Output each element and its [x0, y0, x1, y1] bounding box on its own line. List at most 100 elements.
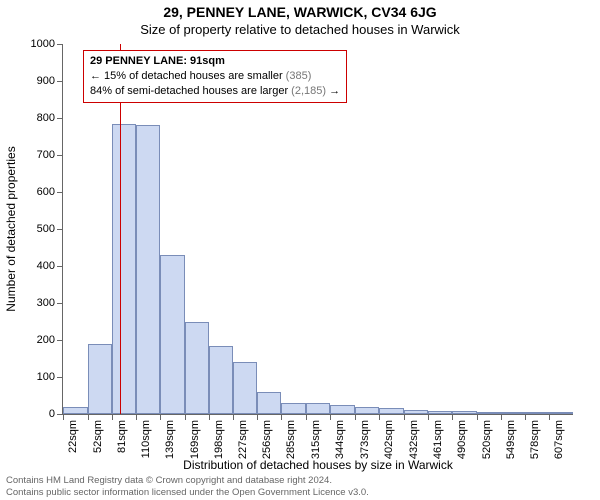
callout-line3: 84% of semi-detached houses are larger (…	[90, 84, 340, 99]
callout-line2-text: ← 15% of detached houses are smaller	[90, 70, 286, 82]
x-tick-label: 607sqm	[553, 420, 565, 459]
callout-line2-count: (385)	[286, 70, 312, 82]
y-tick-label: 900	[37, 75, 55, 87]
histogram-bar	[525, 412, 549, 414]
histogram-bar	[404, 410, 428, 414]
x-tick-label: 549sqm	[505, 420, 517, 459]
y-tick-label: 0	[49, 408, 55, 420]
chart-title: Size of property relative to detached ho…	[0, 20, 600, 37]
x-tick-label: 402sqm	[383, 420, 395, 459]
x-tick-label: 490sqm	[456, 420, 468, 459]
x-tick	[88, 414, 89, 420]
x-tick	[501, 414, 502, 420]
address-heading: 29, PENNEY LANE, WARWICK, CV34 6JG	[0, 0, 600, 20]
x-tick	[281, 414, 282, 420]
y-tick-label: 700	[37, 149, 55, 161]
x-tick	[330, 414, 331, 420]
y-tick	[57, 155, 63, 156]
histogram-bar	[185, 322, 209, 415]
y-tick-label: 500	[37, 223, 55, 235]
histogram-bar	[257, 392, 281, 414]
y-tick	[57, 266, 63, 267]
x-tick	[452, 414, 453, 420]
histogram-bar	[355, 407, 379, 414]
x-tick	[404, 414, 405, 420]
attribution-footer: Contains HM Land Registry data © Crown c…	[6, 475, 369, 498]
x-tick	[257, 414, 258, 420]
y-axis-label: Number of detached properties	[4, 146, 18, 311]
histogram-bar	[136, 125, 160, 414]
x-tick-label: 578sqm	[529, 420, 541, 459]
y-tick	[57, 118, 63, 119]
x-tick-label: 22sqm	[67, 420, 79, 453]
x-tick	[136, 414, 137, 420]
x-tick	[525, 414, 526, 420]
y-tick-label: 1000	[31, 38, 55, 50]
x-tick-label: 256sqm	[261, 420, 273, 459]
callout-line3-text: 84% of semi-detached houses are larger	[90, 85, 291, 97]
x-tick	[63, 414, 64, 420]
x-tick-label: 169sqm	[189, 420, 201, 459]
x-tick	[549, 414, 550, 420]
histogram-bar	[501, 412, 525, 414]
x-tick	[306, 414, 307, 420]
callout-line1: 29 PENNEY LANE: 91sqm	[90, 54, 340, 69]
x-tick-label: 198sqm	[213, 420, 225, 459]
x-tick	[160, 414, 161, 420]
histogram-bar	[379, 408, 404, 414]
callout-line2: ← 15% of detached houses are smaller (38…	[90, 69, 340, 84]
histogram-bar	[428, 411, 452, 414]
x-tick	[355, 414, 356, 420]
histogram-bar	[452, 411, 477, 414]
x-tick	[428, 414, 429, 420]
x-tick	[379, 414, 380, 420]
x-tick-label: 227sqm	[237, 420, 249, 459]
histogram-bar	[330, 405, 354, 414]
x-tick-label: 315sqm	[310, 420, 322, 459]
x-tick-label: 139sqm	[164, 420, 176, 459]
y-tick	[57, 377, 63, 378]
x-tick-label: 81sqm	[116, 420, 128, 453]
y-tick-label: 200	[37, 334, 55, 346]
y-tick	[57, 229, 63, 230]
y-tick-label: 300	[37, 297, 55, 309]
histogram-bar	[63, 407, 88, 414]
histogram-bar	[477, 412, 501, 414]
x-tick-label: 373sqm	[359, 420, 371, 459]
histogram-bar	[281, 403, 306, 414]
y-tick	[57, 303, 63, 304]
callout-line3-suffix: →	[326, 85, 340, 97]
page: 29, PENNEY LANE, WARWICK, CV34 6JG Size …	[0, 0, 600, 500]
x-tick	[112, 414, 113, 420]
x-tick-label: 432sqm	[408, 420, 420, 459]
y-tick	[57, 192, 63, 193]
histogram-bar	[233, 362, 257, 414]
histogram-chart: Number of detached properties Distributi…	[62, 44, 573, 415]
x-axis-label: Distribution of detached houses by size …	[183, 458, 453, 472]
x-tick-label: 52sqm	[92, 420, 104, 453]
histogram-bar	[112, 124, 136, 414]
histogram-bar	[549, 412, 573, 414]
y-tick-label: 600	[37, 186, 55, 198]
y-tick	[57, 44, 63, 45]
histogram-bar	[209, 346, 233, 414]
y-tick	[57, 340, 63, 341]
y-tick	[57, 81, 63, 82]
footer-line1: Contains HM Land Registry data © Crown c…	[6, 475, 369, 486]
x-tick-label: 344sqm	[334, 420, 346, 459]
y-tick-label: 100	[37, 371, 55, 383]
x-tick	[185, 414, 186, 420]
x-tick	[477, 414, 478, 420]
x-tick	[233, 414, 234, 420]
x-tick-label: 520sqm	[481, 420, 493, 459]
callout-line3-count: (2,185)	[291, 85, 326, 97]
x-tick	[209, 414, 210, 420]
histogram-bar	[160, 255, 185, 414]
y-tick-label: 800	[37, 112, 55, 124]
footer-line2: Contains public sector information licen…	[6, 487, 369, 498]
marker-callout: 29 PENNEY LANE: 91sqm ← 15% of detached …	[83, 50, 347, 103]
histogram-bar	[88, 344, 112, 414]
x-tick-label: 110sqm	[140, 420, 152, 458]
histogram-bar	[306, 403, 330, 414]
x-tick-label: 285sqm	[285, 420, 297, 459]
